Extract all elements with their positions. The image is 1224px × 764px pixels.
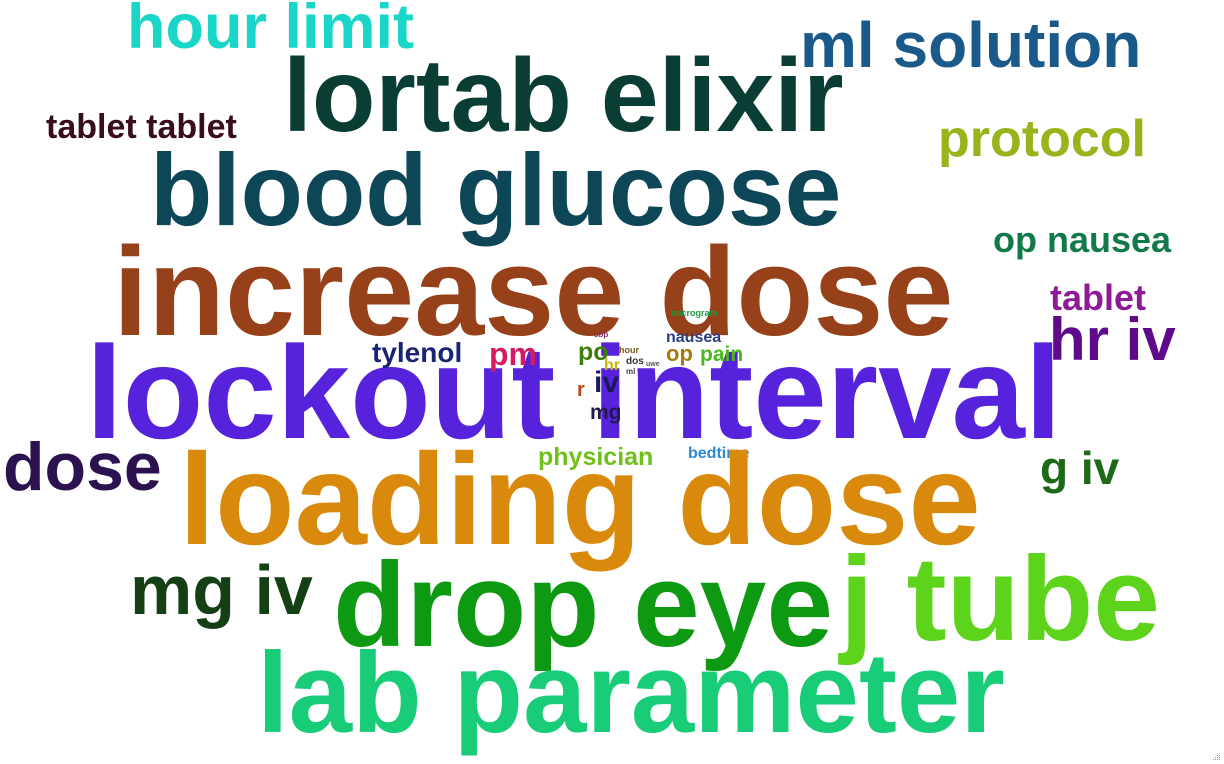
- word-bedtime: bedtime: [688, 445, 750, 462]
- word-pain: pain: [700, 343, 744, 366]
- word-nausea: nausea: [666, 329, 722, 346]
- word-blood-glucose: blood glucose: [150, 133, 842, 247]
- word-pm: pm: [489, 336, 537, 372]
- word-tylenol: tylenol: [372, 337, 463, 368]
- word-g-iv: g iv: [1040, 442, 1120, 494]
- word-hour: hour: [619, 345, 639, 355]
- word-iv: iv: [594, 366, 620, 399]
- resize-grip-icon: [1213, 753, 1220, 760]
- word-lab-parameter: lab parameter: [257, 630, 1005, 757]
- word-j-tube: j tube: [840, 532, 1160, 666]
- word-lortab-elixir: lortab elixir: [283, 38, 844, 154]
- word-microgram: microgram: [671, 308, 718, 318]
- word-tablet: tablet: [1050, 277, 1147, 318]
- word-protocol: protocol: [938, 110, 1146, 168]
- word-hr-iv: hr iv: [1049, 306, 1176, 373]
- word-tablet-tablet: tablet tablet: [46, 108, 237, 146]
- word-physician: physician: [538, 443, 654, 471]
- word-hr: hr: [604, 357, 620, 374]
- word-r: r: [577, 379, 585, 401]
- word-op: op: [666, 341, 693, 366]
- word-sbp: sbp: [594, 330, 609, 339]
- word-mg-iv: mg iv: [130, 551, 313, 629]
- word-uwe: uwe: [646, 361, 660, 368]
- word-dose: dose: [3, 429, 162, 505]
- word-dos: dos: [626, 356, 644, 367]
- word-increase-dose: increase dose: [113, 221, 954, 362]
- word-op-nausea: op nausea: [993, 219, 1172, 260]
- word-ml: ml: [626, 367, 636, 376]
- word-hour-limit: hour limit: [127, 0, 414, 62]
- word-mg: mg: [590, 401, 622, 424]
- word-drop-eye: drop eye: [333, 538, 834, 672]
- word-lockout-interval: lockout interval: [86, 319, 1062, 466]
- word-po: po: [578, 338, 609, 366]
- word-ml-solution: ml solution: [800, 9, 1142, 81]
- word-loading-dose: loading dose: [179, 426, 981, 572]
